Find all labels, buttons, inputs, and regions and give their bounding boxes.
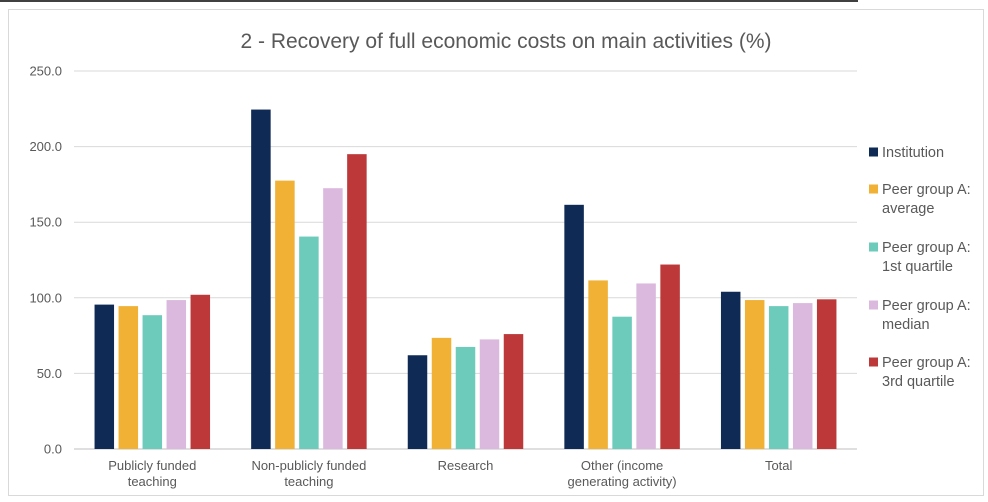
bar [407, 355, 428, 449]
x-tick-label: Total [765, 458, 793, 473]
x-tick-label: Non-publicly funded teaching [251, 458, 366, 489]
bar [323, 188, 343, 449]
bar [190, 294, 211, 449]
bar [636, 283, 656, 449]
bar [275, 180, 295, 449]
legend-swatch [869, 147, 878, 157]
legend-label: Peer group A: average [882, 182, 971, 217]
bar [166, 300, 187, 449]
bar [142, 315, 163, 449]
chart-title: 2 - Recovery of full economic costs on m… [240, 30, 771, 53]
y-tick-label: 150.0 [29, 215, 62, 230]
bar [588, 280, 608, 449]
bar [744, 300, 765, 449]
bar [720, 291, 741, 449]
bar [816, 299, 837, 449]
y-tick-label: 0.0 [44, 442, 62, 457]
legend-swatch [869, 184, 878, 194]
bar [431, 337, 452, 449]
legend-swatch [869, 300, 878, 310]
y-tick-label: 50.0 [37, 366, 62, 381]
bar [94, 304, 115, 449]
bar [118, 306, 139, 449]
bar [347, 154, 367, 449]
x-tick-label: Publicly funded teaching [108, 458, 196, 489]
bar [299, 236, 319, 449]
legend-label: Institution [882, 145, 944, 161]
legend-label: Peer group A: 1st quartile [882, 240, 971, 275]
y-tick-label: 250.0 [29, 64, 62, 79]
x-tick-label: Other (income generating activity) [568, 458, 677, 489]
legend-swatch [869, 357, 878, 367]
bar [660, 264, 680, 449]
bar [612, 316, 632, 449]
legend: Institution Peer group A: average Peer grou… [869, 145, 971, 390]
bar [479, 339, 500, 449]
y-axis: 0.0 50.0 100.0 150.0 200.0 250.0 [29, 64, 62, 457]
bars [94, 109, 837, 449]
bar [251, 109, 271, 449]
x-axis: Publicly funded teaching Non-publicly fund… [108, 458, 792, 489]
y-tick-label: 200.0 [29, 139, 62, 154]
bar [503, 334, 524, 449]
chart-border [8, 9, 984, 496]
bar [455, 346, 476, 449]
bar [792, 303, 813, 449]
x-tick-label: Research [438, 458, 494, 473]
y-tick-label: 100.0 [29, 290, 62, 305]
bar [564, 204, 584, 449]
legend-label: Peer group A: median [882, 298, 971, 333]
bar [768, 306, 789, 449]
legend-swatch [869, 242, 878, 252]
legend-label: Peer group A: 3rd quartile [882, 355, 971, 390]
